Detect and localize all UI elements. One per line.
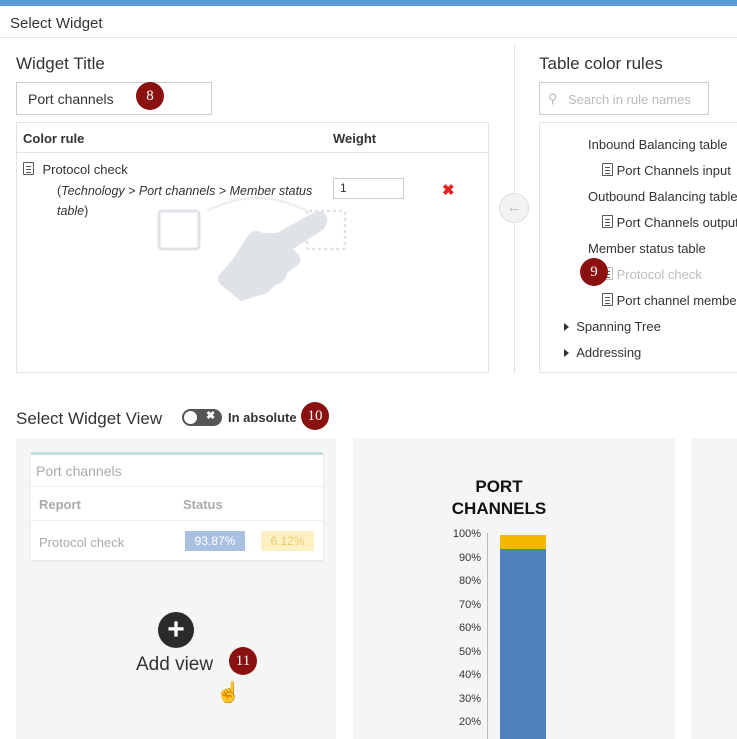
tree-inbound[interactable]: Inbound Balancing table <box>588 137 728 152</box>
preview-row-name: Protocol check <box>39 535 125 550</box>
toggle-off-icon: ✖ <box>206 410 216 422</box>
color-rules-header <box>17 123 488 153</box>
rule-search-input[interactable]: ⚲ Search in rule names <box>539 82 709 115</box>
tree-inbound-child[interactable]: Port Channels input <box>602 163 731 178</box>
document-icon <box>23 162 34 175</box>
column-color-rule: Color rule <box>23 131 85 146</box>
tree-addressing-label: Addressing <box>576 345 642 360</box>
window-title: Select Widget <box>10 15 103 32</box>
hand-cursor-icon: ☝ <box>216 682 241 704</box>
rule-path: (Technology > Port channels > Member sta… <box>57 181 327 221</box>
toggle-label: In absolute <box>228 410 297 425</box>
table-rules-heading: Table color rules <box>539 54 663 73</box>
search-placeholder: Search in rule names <box>568 92 691 107</box>
chart-title: PORT CHANNELS <box>353 476 645 520</box>
rule-path-open: ( <box>57 184 62 198</box>
color-rules-panel: Color rule Weight Protocol check (Techno… <box>16 122 489 373</box>
add-view-label[interactable]: Add view <box>136 654 214 675</box>
preview-value-yellow: 6.12% <box>261 531 314 551</box>
document-icon <box>602 163 613 176</box>
widget-title-heading: Widget Title <box>16 54 105 73</box>
preview-col-report: Report <box>39 497 81 512</box>
search-icon: ⚲ <box>548 91 558 106</box>
preview-row-divider <box>31 520 323 521</box>
drag-hint-graphic <box>157 196 347 301</box>
bar-segment-2[interactable] <box>500 535 546 550</box>
chart-title-line2: CHANNELS <box>451 499 547 518</box>
y-tick-label: 30% <box>458 692 481 705</box>
y-tick-label: 40% <box>458 669 481 681</box>
rule-row: Protocol check <box>23 161 323 179</box>
preview-divider <box>31 486 323 487</box>
tree-spanning[interactable]: Spanning Tree <box>564 319 661 334</box>
rule-name: Protocol check <box>42 162 128 177</box>
chart-title-line1: PORT <box>475 477 523 496</box>
preview-col-status: Status <box>183 497 223 512</box>
tree-inbound-child-label: Port Channels input <box>616 163 731 178</box>
y-tick-label: 20% <box>458 716 481 728</box>
view-card-third[interactable] <box>691 438 737 739</box>
view-card-table[interactable]: Port channels Report Status Protocol che… <box>16 438 336 739</box>
expand-triangle-icon <box>564 349 569 357</box>
delete-rule-icon[interactable]: ✖ <box>442 182 455 199</box>
chart-area: 100% 90% 80% 70% 60% 50% 40% 30% 20% <box>353 438 675 739</box>
tree-spanning-label: Spanning Tree <box>576 319 661 334</box>
tree-outbound-child-label: Port Channels output <box>616 215 737 230</box>
tree-outbound[interactable]: Outbound Balancing table <box>588 189 737 204</box>
tree-member-child-2-label: Port channel member <box>616 293 737 308</box>
tree-member-child-1-label: Protocol check <box>616 267 702 282</box>
tree-addressing[interactable]: Addressing <box>564 345 641 360</box>
y-tick-label: 80% <box>458 575 481 587</box>
view-card-chart[interactable]: PORT CHANNELS 100% 90% 80% 70% 60% 50% 40% 30% 2… <box>353 438 675 739</box>
weight-input[interactable]: 1 <box>333 178 404 199</box>
preview-value-blue: 93.87% <box>185 531 245 551</box>
table-preview: Port channels Report Status Protocol che… <box>31 452 323 560</box>
badge-9: 9 <box>580 258 608 286</box>
y-tick-label: 50% <box>458 645 481 658</box>
y-tick-label: 90% <box>458 551 481 564</box>
toggle-knob <box>184 411 197 424</box>
tree-member[interactable]: Member status table <box>588 241 706 256</box>
badge-11: 11 <box>229 647 257 675</box>
column-weight: Weight <box>333 131 377 146</box>
y-tick-label: 70% <box>458 598 481 611</box>
add-view-plus-icon[interactable]: + <box>158 612 194 648</box>
rules-tree-panel: Inbound Balancing table Port Channels in… <box>539 122 737 373</box>
tree-member-child-2[interactable]: Port channel member <box>602 293 737 308</box>
move-left-arrow-icon[interactable]: ← <box>499 193 529 223</box>
badge-8: 8 <box>136 82 164 110</box>
document-icon <box>602 215 613 228</box>
rule-path-close: ) <box>84 204 89 218</box>
preview-title: Port channels <box>36 463 122 479</box>
widget-title-input[interactable]: Port channels <box>16 82 212 115</box>
absolute-toggle[interactable]: ✖ <box>182 409 222 426</box>
tree-outbound-child[interactable]: Port Channels output <box>602 215 737 230</box>
window-titlebar: Select Widget <box>0 6 737 38</box>
y-tick-label: 100% <box>452 528 481 540</box>
y-axis-line <box>487 533 488 739</box>
top-accent-bar <box>0 0 737 6</box>
document-icon <box>602 293 613 306</box>
widget-view-heading: Select Widget View <box>16 409 163 428</box>
badge-10: 10 <box>301 402 329 430</box>
tree-member-child-1[interactable]: Protocol check <box>602 267 702 282</box>
rule-path-text: Technology > Port channels > Member stat… <box>57 184 313 218</box>
y-tick-label: 60% <box>458 622 481 634</box>
bar-segment-1[interactable] <box>500 549 546 739</box>
expand-triangle-icon <box>564 323 569 331</box>
